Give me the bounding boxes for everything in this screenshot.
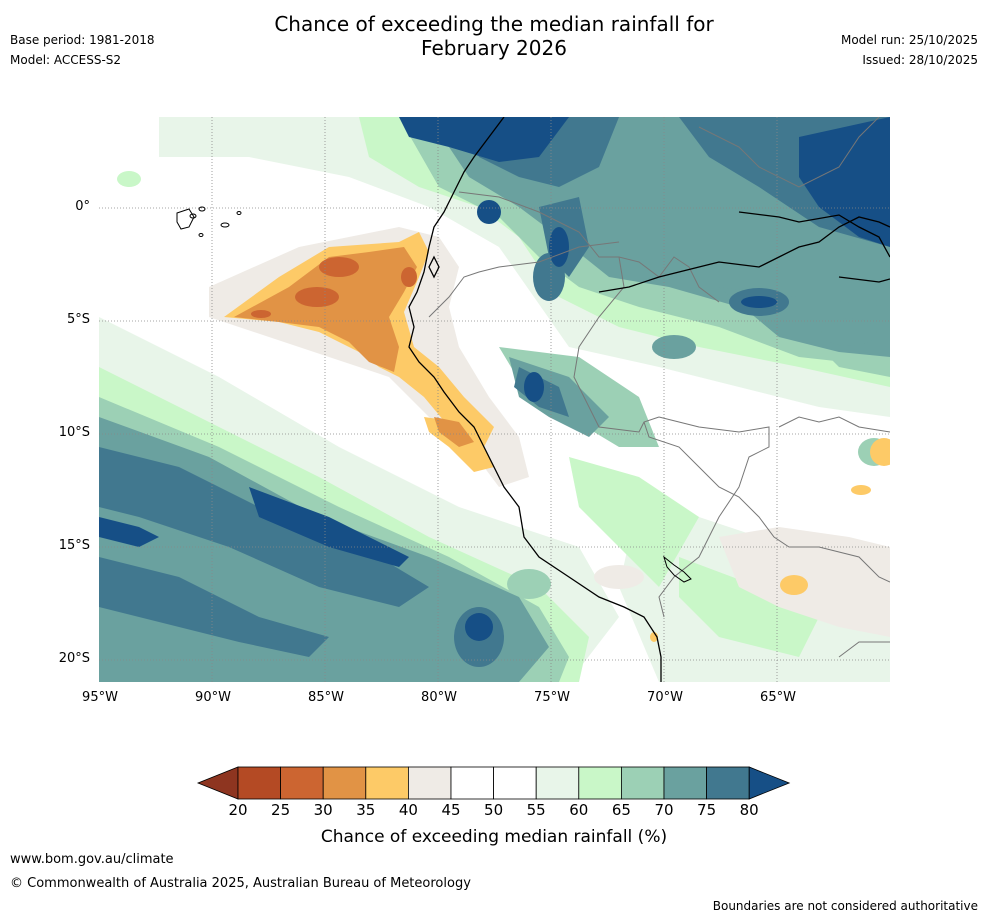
country-borders	[428, 117, 890, 658]
probability-30-35-regions	[234, 247, 474, 447]
lon-label-65w: 65°W	[760, 690, 796, 705]
base-period: Base period: 1981-2018	[10, 33, 155, 47]
issued-date: Issued: 28/10/2025	[862, 53, 978, 67]
colorbar-tick-label: 55	[526, 801, 546, 819]
map-title: Chance of exceeding the median rainfall …	[0, 12, 988, 60]
colorbar-tick-label: 80	[739, 801, 759, 819]
colorbar-segment	[620, 766, 665, 800]
probability-80-plus-regions	[99, 117, 890, 641]
colorbar-extend-high	[748, 766, 791, 800]
colorbar-tick-label: 30	[313, 801, 333, 819]
lon-label-80w: 80°W	[421, 690, 457, 705]
lon-label-90w: 90°W	[195, 690, 231, 705]
colorbar-segment	[322, 766, 367, 800]
probability-25-30-regions	[251, 257, 417, 318]
colorbar-tick-label: 75	[697, 801, 717, 819]
lat-label-20s: 20°S	[58, 651, 90, 666]
colorbar-tick-label: 70	[654, 801, 674, 819]
colorbar-segment	[706, 766, 750, 800]
rainfall-map	[99, 117, 890, 682]
colorbar-segment	[407, 766, 452, 800]
colorbar-tick-label: 45	[441, 801, 461, 819]
lon-label-85w: 85°W	[308, 690, 344, 705]
colorbar-segment	[535, 766, 580, 800]
colorbar-title: Chance of exceeding median rainfall (%)	[320, 827, 668, 847]
lat-label-5s: 5°S	[66, 312, 90, 327]
lat-label-0: 0°	[75, 199, 90, 214]
colorbar-tick-label: 65	[611, 801, 631, 819]
colorbar-segment	[237, 766, 281, 800]
lake-titicaca	[663, 555, 692, 583]
colorbar-segment	[280, 766, 324, 800]
map-title-line1: Chance of exceeding the median rainfall …	[274, 12, 714, 36]
colorbar-segment	[493, 766, 537, 800]
map-gridlines	[99, 117, 890, 682]
lat-label-15s: 15°S	[58, 538, 90, 553]
model-name: Model: ACCESS-S2	[10, 53, 122, 67]
colorbar-tick-label: 40	[398, 801, 418, 819]
colorbar	[196, 766, 791, 800]
colorbar-segment	[365, 766, 409, 800]
colorbar-tick-label: 20	[228, 801, 248, 819]
galapagos-islands	[176, 206, 242, 237]
lon-label-95w: 95°W	[82, 690, 118, 705]
colorbar-segment	[663, 766, 707, 800]
colorbar-segment	[578, 766, 622, 800]
disclaimer-text: Boundaries are not considered authoritat…	[712, 899, 978, 913]
meta-left: Base period: 1981-2018 Model: ACCESS-S2	[10, 30, 155, 70]
colorbar-extend-low	[196, 766, 239, 800]
colorbar-tick-label: 25	[271, 801, 291, 819]
lon-label-70w: 70°W	[647, 690, 683, 705]
colorbar-tick-label: 60	[569, 801, 589, 819]
lon-label-75w: 75°W	[534, 690, 570, 705]
colorbar-tick-label: 50	[484, 801, 504, 819]
model-run: Model run: 25/10/2025	[840, 33, 978, 47]
map-title-line2: February 2026	[421, 36, 567, 60]
lat-label-10s: 10°S	[58, 425, 90, 440]
website-link[interactable]: www.bom.gov.au/climate	[10, 852, 174, 867]
colorbar-segment	[450, 766, 494, 800]
copyright-text: © Commonwealth of Australia 2025, Austra…	[10, 876, 471, 891]
colorbar-tick-label: 35	[356, 801, 376, 819]
coastline	[408, 117, 890, 682]
meta-right: Model run: 25/10/2025 Issued: 28/10/2025	[841, 30, 978, 70]
